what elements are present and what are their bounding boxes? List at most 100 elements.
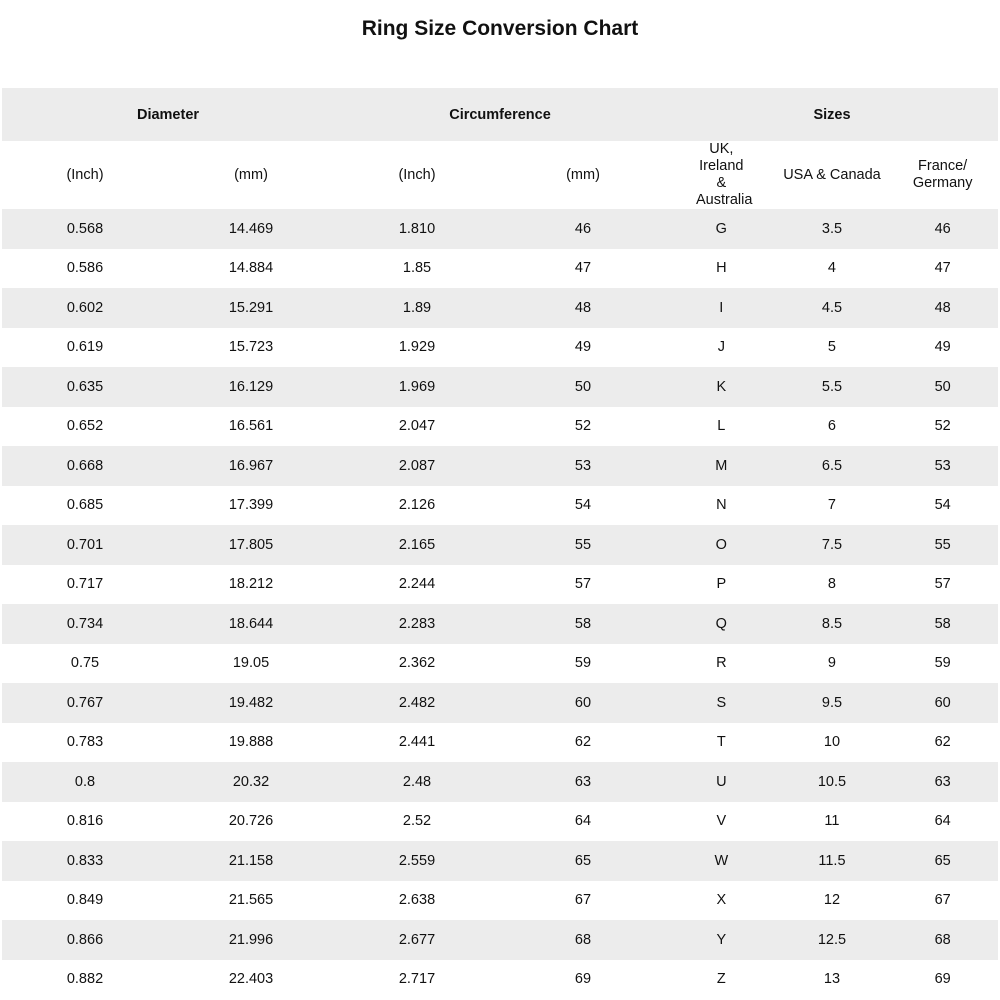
cell-diameter-inch: 0.717: [66, 576, 104, 593]
cell-diameter-inch: 0.833: [2, 841, 168, 881]
table-row: 0.635 16.129 1.969 50 K 5.5 50: [2, 367, 998, 407]
cell-circumference-mm: 55: [500, 525, 666, 565]
cell-circumference-mm: 62: [574, 734, 592, 751]
column-header-usa-size: USA & Canada: [783, 166, 881, 183]
cell-usa-size: 5: [827, 339, 836, 356]
table-row: 0.767 19.482 2.482 60 S 9.5 60: [2, 683, 998, 723]
cell-circumference-inch: 1.810: [334, 209, 500, 249]
cell-usa-size: 5.5: [776, 367, 888, 407]
cell-circumference-mm: 50: [500, 367, 666, 407]
cell-usa-size: 13: [823, 971, 841, 988]
table-row: 0.602 15.291 1.89 48 I 4.5 48: [2, 288, 998, 328]
cell-france-size: 55: [887, 525, 998, 565]
group-header-sizes: Sizes: [666, 88, 998, 141]
cell-diameter-inch: 0.783: [66, 734, 104, 751]
table-row: 0.717 18.212 2.244 57 P 8 57: [2, 565, 998, 605]
cell-france-size: 46: [887, 209, 998, 249]
cell-france-size: 53: [887, 446, 998, 486]
cell-circumference-mm: 60: [500, 683, 666, 723]
cell-usa-size: 7.5: [776, 525, 888, 565]
cell-diameter-inch: 0.75: [70, 655, 100, 672]
cell-circumference-mm: 46: [500, 209, 666, 249]
cell-circumference-mm: 63: [500, 762, 666, 802]
cell-france-size: 69: [934, 971, 951, 988]
cell-uk-size: Y: [666, 920, 777, 960]
cell-circumference-mm: 64: [574, 813, 592, 830]
cell-diameter-mm: 19.888: [228, 734, 274, 751]
column-header-circumference-mm: (mm): [566, 166, 600, 183]
column-header-row: (Inch) (mm) (Inch) (mm) UK, Ireland & Au…: [2, 141, 998, 209]
column-header-diameter-mm: (mm): [234, 166, 268, 183]
cell-usa-size: 4.5: [776, 288, 888, 328]
cell-uk-size: J: [717, 339, 725, 356]
cell-circumference-mm: 53: [500, 446, 666, 486]
cell-circumference-mm: 69: [574, 971, 592, 988]
cell-france-size: 67: [934, 892, 951, 909]
cell-circumference-inch: 2.283: [334, 604, 500, 644]
cell-circumference-inch: 2.482: [334, 683, 500, 723]
cell-diameter-inch: 0.701: [2, 525, 168, 565]
cell-diameter-mm: 21.158: [168, 841, 334, 881]
table-row: 0.866 21.996 2.677 68 Y 12.5 68: [2, 920, 998, 960]
column-header-circumference-inch: (Inch): [398, 166, 436, 183]
cell-circumference-inch: 2.52: [402, 813, 432, 830]
group-header-diameter: Diameter: [2, 88, 334, 141]
cell-uk-size: R: [716, 655, 727, 672]
table-row: 0.8 20.32 2.48 63 U 10.5 63: [2, 762, 998, 802]
cell-circumference-mm: 65: [500, 841, 666, 881]
table-row: 0.833 21.158 2.559 65 W 11.5 65: [2, 841, 998, 881]
cell-circumference-inch: 2.677: [334, 920, 500, 960]
table-row: 0.849 21.565 2.638 67 X 12 67: [2, 881, 998, 921]
cell-diameter-inch: 0.568: [2, 209, 168, 249]
cell-circumference-inch: 2.047: [398, 418, 436, 435]
cell-circumference-inch: 2.638: [398, 892, 436, 909]
cell-diameter-mm: 19.05: [232, 655, 270, 672]
cell-circumference-inch: 1.85: [402, 260, 432, 277]
cell-france-size: 62: [934, 734, 951, 751]
cell-circumference-inch: 2.126: [398, 497, 436, 514]
cell-france-size: 64: [934, 813, 951, 830]
cell-circumference-inch: 2.087: [334, 446, 500, 486]
cell-france-size: 48: [887, 288, 998, 328]
cell-circumference-mm: 47: [574, 260, 592, 277]
cell-france-size: 58: [887, 604, 998, 644]
cell-diameter-mm: 17.805: [168, 525, 334, 565]
cell-usa-size: 11: [824, 813, 840, 830]
cell-france-size: 47: [934, 260, 951, 277]
cell-diameter-inch: 0.866: [2, 920, 168, 960]
cell-diameter-inch: 0.734: [2, 604, 168, 644]
chart-title: Ring Size Conversion Chart: [361, 17, 639, 40]
cell-circumference-mm: 52: [574, 418, 592, 435]
cell-diameter-inch: 0.685: [66, 497, 104, 514]
cell-usa-size: 9: [827, 655, 836, 672]
cell-circumference-mm: 68: [500, 920, 666, 960]
column-header-france-size: France/ Germany: [912, 158, 973, 191]
cell-france-size: 59: [934, 655, 951, 672]
cell-france-size: 49: [934, 339, 951, 356]
cell-uk-size: V: [716, 813, 727, 830]
cell-usa-size: 9.5: [776, 683, 888, 723]
cell-circumference-inch: 2.441: [398, 734, 436, 751]
group-header-row: Diameter Circumference Sizes: [2, 88, 998, 141]
cell-usa-size: 10: [823, 734, 841, 751]
cell-france-size: 65: [887, 841, 998, 881]
cell-circumference-inch: 1.969: [334, 367, 500, 407]
cell-diameter-mm: 21.996: [168, 920, 334, 960]
table-row: 0.668 16.967 2.087 53 M 6.5 53: [2, 446, 998, 486]
cell-diameter-mm: 17.399: [228, 497, 274, 514]
cell-uk-size: S: [666, 683, 777, 723]
cell-circumference-inch: 2.48: [334, 762, 500, 802]
cell-diameter-inch: 0.602: [2, 288, 168, 328]
cell-circumference-inch: 2.165: [334, 525, 500, 565]
column-header-diameter-inch: (Inch): [66, 166, 104, 183]
cell-usa-size: 12: [823, 892, 841, 909]
cell-diameter-inch: 0.816: [66, 813, 104, 830]
cell-circumference-inch: 1.929: [398, 339, 436, 356]
cell-uk-size: H: [716, 260, 727, 277]
table-row: 0.75 19.05 2.362 59 R 9 59: [2, 644, 998, 684]
cell-uk-size: M: [666, 446, 777, 486]
table-row: 0.568 14.469 1.810 46 G 3.5 46: [2, 209, 998, 249]
cell-usa-size: 6: [827, 418, 836, 435]
cell-diameter-inch: 0.586: [66, 260, 104, 277]
cell-uk-size: W: [666, 841, 777, 881]
